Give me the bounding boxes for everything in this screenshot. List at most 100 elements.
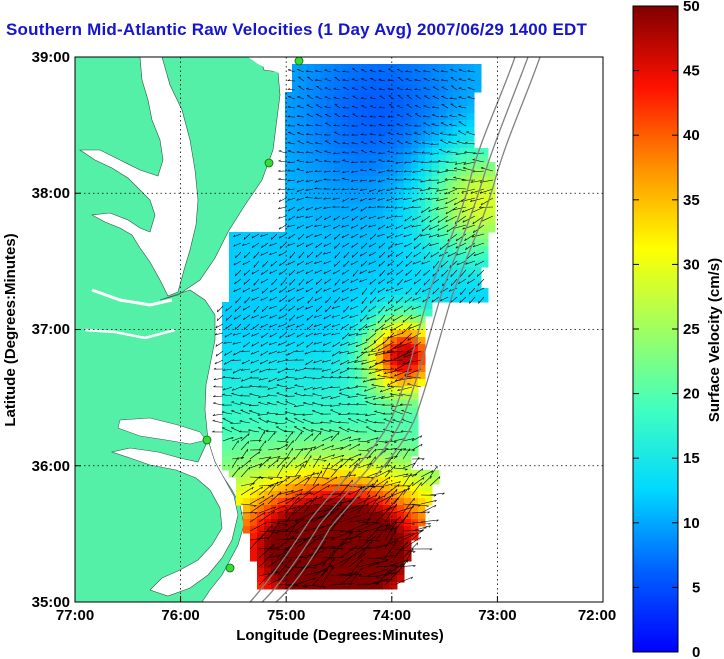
velocity-cell bbox=[376, 134, 384, 142]
velocity-arrow bbox=[288, 215, 296, 221]
velocity-arrow bbox=[393, 576, 413, 586]
velocity-cell bbox=[362, 414, 370, 422]
velocity-arrow-head bbox=[436, 519, 439, 522]
velocity-cell bbox=[278, 498, 286, 506]
velocity-arrow-head bbox=[296, 298, 299, 302]
velocity-arrow-head bbox=[389, 569, 391, 572]
velocity-arrow bbox=[321, 386, 332, 390]
velocity-arrow bbox=[315, 242, 323, 249]
velocity-cell bbox=[397, 85, 405, 93]
velocity-cell bbox=[397, 288, 405, 296]
velocity-cell bbox=[369, 99, 377, 107]
velocity-cell bbox=[390, 456, 398, 464]
velocity-arrow bbox=[458, 78, 467, 82]
velocity-arrow-head bbox=[338, 432, 340, 435]
velocity-arrow bbox=[332, 197, 341, 200]
velocity-arrow bbox=[339, 457, 351, 469]
velocity-arrow bbox=[294, 499, 312, 514]
velocity-arrow bbox=[378, 278, 386, 285]
velocity-cell bbox=[355, 148, 363, 156]
velocity-arrow-head bbox=[477, 283, 479, 286]
velocity-arrow bbox=[234, 305, 242, 312]
velocity-cell bbox=[348, 512, 356, 520]
velocity-arrow-head bbox=[269, 456, 272, 459]
velocity-cell bbox=[425, 246, 433, 254]
velocity-cell bbox=[278, 344, 286, 352]
velocity-arrow-head bbox=[387, 255, 390, 258]
velocity-cell bbox=[341, 78, 349, 86]
velocity-arrow-head bbox=[341, 447, 344, 450]
velocity-arrow-head bbox=[347, 361, 350, 364]
velocity-cell bbox=[327, 239, 335, 247]
velocity-arrow-head bbox=[349, 443, 352, 447]
velocity-cell bbox=[425, 302, 433, 310]
velocity-arrow-head bbox=[464, 238, 467, 241]
velocity-arrow bbox=[314, 179, 323, 183]
velocity-arrow-head bbox=[347, 351, 350, 355]
velocity-cell bbox=[278, 253, 286, 261]
velocity-arrow-head bbox=[377, 216, 380, 220]
velocity-arrow-head bbox=[377, 180, 381, 183]
velocity-arrow-head bbox=[458, 96, 462, 98]
velocity-cell bbox=[320, 211, 328, 219]
velocity-arrow-head bbox=[461, 210, 464, 213]
colorbar-tick-label: 5 bbox=[692, 579, 700, 596]
velocity-arrow-head bbox=[365, 338, 368, 342]
velocity-arrow-head bbox=[212, 413, 216, 416]
velocity-arrow bbox=[233, 242, 242, 247]
velocity-arrow bbox=[401, 323, 413, 335]
velocity-arrow bbox=[420, 233, 431, 237]
velocity-arrow bbox=[411, 443, 423, 451]
velocity-cell bbox=[243, 386, 251, 394]
velocity-cell bbox=[397, 127, 405, 135]
velocity-cell bbox=[243, 470, 251, 478]
velocity-cell bbox=[362, 155, 370, 163]
velocity-arrow-head bbox=[323, 289, 326, 292]
velocity-arrow-head bbox=[247, 441, 249, 444]
velocity-arrow bbox=[364, 386, 377, 392]
velocity-cell bbox=[229, 421, 237, 429]
velocity-cell bbox=[474, 260, 482, 268]
velocity-cell bbox=[404, 449, 412, 457]
velocity-cell bbox=[376, 204, 384, 212]
velocity-arrow-head bbox=[213, 385, 216, 388]
velocity-arrow-head bbox=[387, 141, 390, 143]
velocity-cell bbox=[292, 295, 300, 303]
velocity-cell bbox=[320, 351, 328, 359]
velocity-arrow-head bbox=[377, 189, 380, 192]
velocity-arrow bbox=[341, 233, 350, 239]
velocity-arrow bbox=[360, 116, 368, 118]
velocity-cell bbox=[299, 162, 307, 170]
velocity-cell bbox=[306, 288, 314, 296]
velocity-arrow-head bbox=[348, 492, 351, 495]
velocity-cell bbox=[271, 288, 279, 296]
velocity-arrow bbox=[361, 296, 368, 305]
velocity-arrow-head bbox=[305, 334, 308, 338]
velocity-cell bbox=[243, 344, 251, 352]
velocity-arrow-head bbox=[302, 518, 305, 522]
velocity-arrow bbox=[258, 552, 274, 568]
velocity-cell bbox=[369, 575, 377, 583]
velocity-arrow-head bbox=[359, 531, 362, 533]
velocity-arrow bbox=[298, 278, 305, 286]
velocity-cell bbox=[264, 421, 272, 429]
velocity-cell bbox=[341, 575, 349, 583]
velocity-cell bbox=[348, 197, 356, 205]
velocity-arrow-head bbox=[359, 453, 362, 456]
velocity-arrow bbox=[388, 242, 395, 250]
velocity-cell bbox=[306, 358, 314, 366]
velocity-cell bbox=[299, 323, 307, 331]
velocity-cell bbox=[257, 239, 265, 247]
velocity-arrow-head bbox=[341, 225, 344, 228]
velocity-cell bbox=[250, 428, 258, 436]
velocity-cell bbox=[369, 470, 377, 478]
velocity-arrow-head bbox=[315, 79, 318, 81]
velocity-arrow-head bbox=[320, 421, 323, 423]
velocity-cell bbox=[481, 162, 489, 170]
velocity-arrow-head bbox=[355, 344, 358, 347]
velocity-arrow-head bbox=[369, 300, 371, 304]
velocity-cell bbox=[320, 169, 328, 177]
velocity-cell bbox=[334, 197, 342, 205]
velocity-cell bbox=[369, 253, 377, 261]
velocity-arrow bbox=[342, 178, 350, 181]
